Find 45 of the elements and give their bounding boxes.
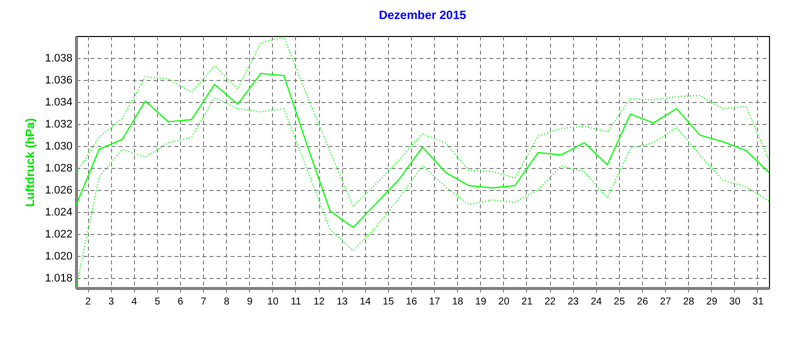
x-tick-label: 28 — [683, 296, 695, 308]
x-tick-label: 25 — [614, 296, 626, 308]
line-series — [75, 36, 770, 208]
x-tick-label: 21 — [521, 296, 533, 308]
x-tick-label: 6 — [178, 296, 184, 308]
x-tick-label: 24 — [590, 296, 602, 308]
x-tick-label: 9 — [246, 296, 253, 308]
y-axis-title: Luftdruck (hPa) — [22, 118, 37, 207]
x-tick-label: 17 — [428, 296, 441, 308]
line-series — [75, 72, 770, 228]
x-tick-label: 14 — [360, 296, 372, 308]
x-tick-label: 27 — [660, 296, 672, 308]
x-tick-label: 11 — [290, 296, 302, 308]
x-tick-label: 4 — [131, 296, 138, 308]
y-tick-label: 1.024 — [44, 206, 72, 219]
y-tick-label: 1.028 — [44, 162, 72, 175]
x-tick-label: 26 — [636, 296, 648, 308]
y-tick-label: 1.030 — [44, 140, 72, 153]
x-tick-label: 13 — [336, 296, 348, 308]
x-tick-label: 16 — [406, 296, 418, 308]
y-tick-label: 1.018 — [44, 272, 72, 285]
chart-title: Dezember 2015 — [378, 8, 467, 22]
x-tick-label: 22 — [544, 296, 556, 308]
x-tick-label: 20 — [498, 296, 510, 308]
x-tick-label: 8 — [224, 296, 230, 308]
x-tick-label: 12 — [313, 296, 326, 308]
x-tick-label: 3 — [108, 296, 114, 308]
x-tick-label: 23 — [568, 296, 580, 308]
x-tick-label: 29 — [706, 296, 718, 308]
x-tick-label: 31 — [752, 296, 764, 308]
y-tick-label: 1.020 — [44, 250, 72, 263]
y-tick-label: 1.032 — [44, 118, 72, 131]
y-tick-label: 1.038 — [44, 52, 72, 65]
y-tick-label: 1.034 — [44, 96, 72, 109]
x-tick-label: 10 — [267, 296, 279, 308]
x-tick-label: 30 — [729, 296, 741, 308]
y-tick-label: 1.022 — [44, 228, 72, 241]
x-tick-label: 19 — [475, 296, 487, 308]
y-tick-label: 1.026 — [44, 184, 72, 197]
x-tick-label: 7 — [200, 296, 207, 308]
x-tick-label: 15 — [382, 296, 394, 308]
y-tick-label: 1.036 — [44, 74, 72, 87]
x-tick-label: 2 — [85, 296, 92, 308]
x-tick-label: 5 — [154, 296, 161, 308]
x-tick-label: 18 — [452, 296, 464, 308]
